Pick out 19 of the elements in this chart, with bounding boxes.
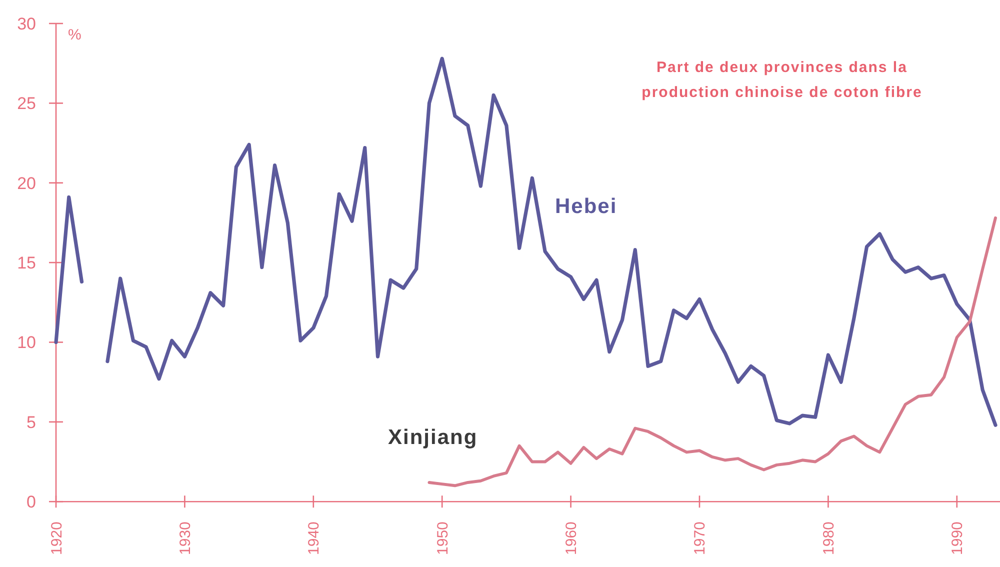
series-label: Hebei: [555, 195, 618, 218]
y-tick-label: 20: [17, 174, 36, 193]
x-tick-label: 1990: [949, 522, 966, 555]
y-tick-label: 0: [26, 492, 36, 512]
y-tick-label: 10: [17, 333, 36, 352]
y-axis-title: %: [68, 26, 82, 44]
y-tick-label: 5: [26, 412, 36, 432]
x-tick-label: 1930: [176, 522, 194, 555]
x-tick-label: 1970: [692, 522, 709, 555]
series-label: Xinjiang: [388, 426, 478, 449]
x-tick-label: 1950: [434, 522, 452, 555]
x-tick-label: 1980: [820, 522, 838, 555]
y-tick-label: 15: [17, 254, 36, 272]
text: Part de deux provinces dans la production chinoise de coton fibre: [642, 59, 922, 101]
x-tick-label: 1920: [48, 522, 66, 555]
x-tick-label: 1940: [306, 522, 323, 555]
y-tick-label: 25: [17, 94, 36, 114]
x-tick-label: 1960: [563, 522, 580, 555]
y-tick-label: 30: [17, 14, 36, 34]
